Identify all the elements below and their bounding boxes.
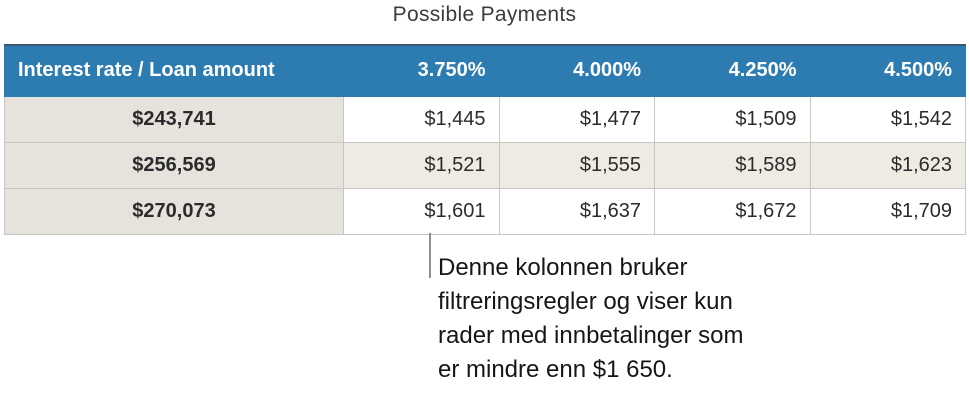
payment-cell[interactable]: $1,555: [498, 141, 655, 189]
callout-line: filtreringsregler og viser kun: [438, 288, 733, 315]
table-row: $256,569 $1,521 $1,555 $1,589 $1,623: [4, 141, 966, 189]
row-header-loan[interactable]: $270,073: [4, 187, 344, 235]
payment-cell[interactable]: $1,477: [498, 95, 655, 143]
column-header-rate-4000[interactable]: 4.000%: [498, 44, 655, 97]
payment-cell[interactable]: $1,709: [809, 187, 966, 235]
table-row: $270,073 $1,601 $1,637 $1,672 $1,709: [4, 187, 966, 235]
row-header-loan[interactable]: $256,569: [4, 141, 344, 189]
payment-cell[interactable]: $1,601: [343, 187, 500, 235]
callout-line: er mindre enn $1 650.: [438, 356, 673, 383]
payment-cell[interactable]: $1,542: [809, 95, 966, 143]
column-header-rate-4250[interactable]: 4.250%: [654, 44, 811, 97]
callout-leader-line: [429, 233, 431, 278]
payment-cell[interactable]: $1,521: [343, 141, 500, 189]
callout-line: Denne kolonnen bruker: [438, 254, 688, 281]
payment-cell[interactable]: $1,589: [654, 141, 811, 189]
payment-cell[interactable]: $1,637: [498, 187, 655, 235]
payment-cell[interactable]: $1,509: [654, 95, 811, 143]
column-header-rate-3750[interactable]: 3.750%: [343, 44, 500, 97]
callout-text: Denne kolonnen bruker filtreringsregler …: [438, 251, 744, 387]
table-header-row: Interest rate / Loan amount 3.750% 4.000…: [4, 44, 966, 97]
payment-cell[interactable]: $1,623: [809, 141, 966, 189]
payment-cell[interactable]: $1,445: [343, 95, 500, 143]
table-title: Possible Payments: [392, 3, 577, 26]
column-header-loan-amount[interactable]: Interest rate / Loan amount: [4, 44, 344, 97]
payment-cell[interactable]: $1,672: [654, 187, 811, 235]
table-row: $243,741 $1,445 $1,477 $1,509 $1,542: [4, 95, 966, 143]
possible-payments-table: Interest rate / Loan amount 3.750% 4.000…: [4, 44, 966, 235]
callout-line: rader med innbetalinger som: [438, 322, 744, 349]
row-header-loan[interactable]: $243,741: [4, 95, 344, 143]
column-header-rate-4500[interactable]: 4.500%: [809, 44, 966, 97]
